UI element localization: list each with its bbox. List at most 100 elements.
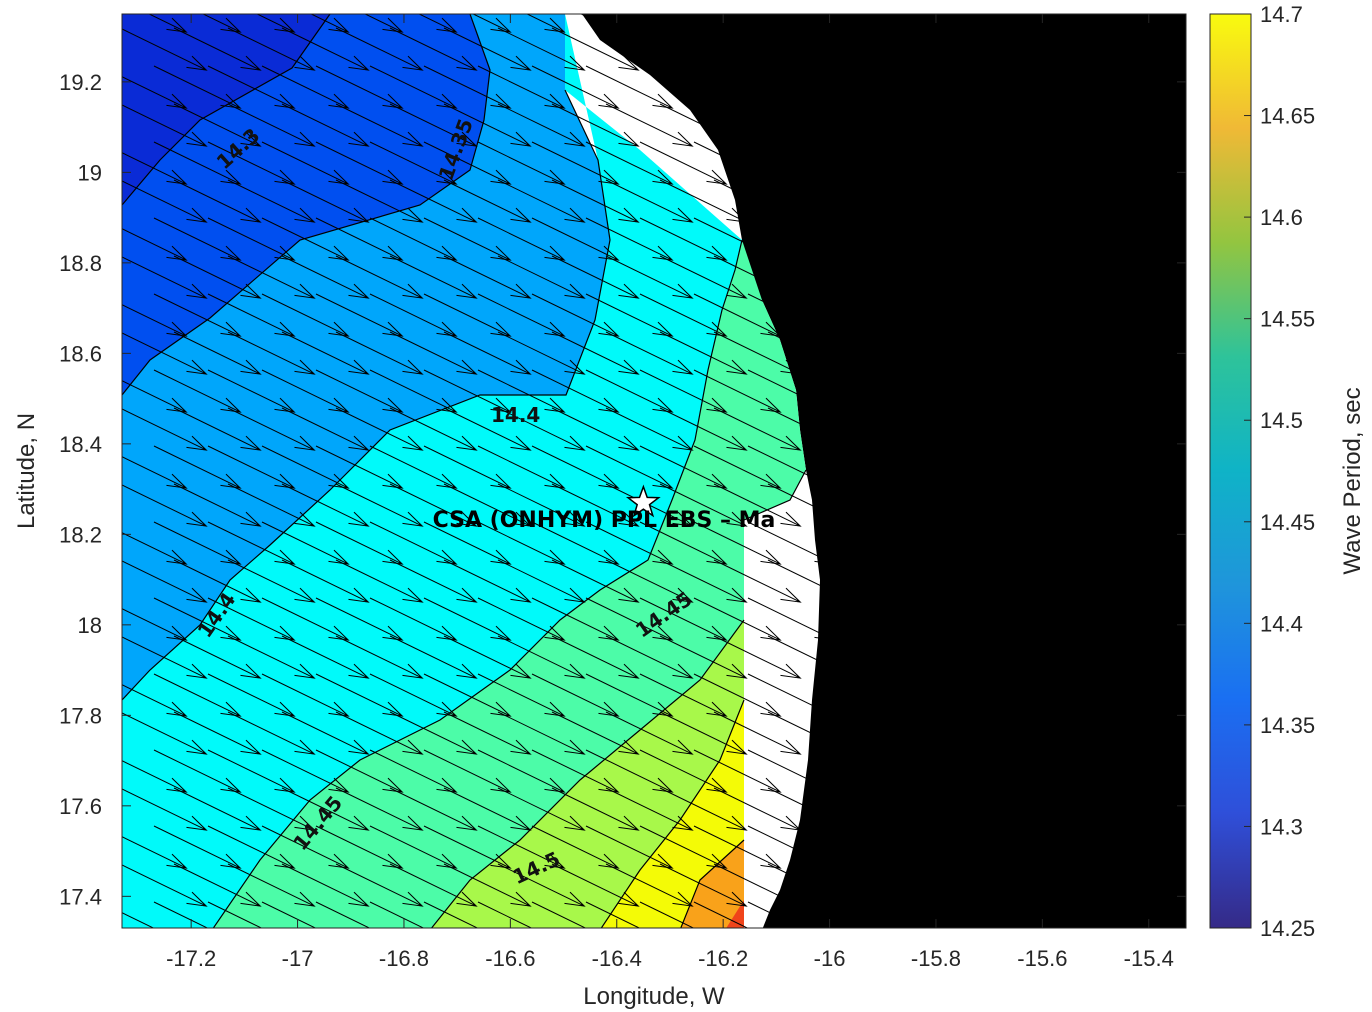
wave-vector-arrow [497,787,586,831]
wave-vector-arrow [207,597,296,641]
wave-vector-arrow [335,787,424,831]
wave-vector-arrow [173,407,262,451]
wave-vector-arrow [693,369,782,413]
wave-vector-arrow [122,864,208,907]
wave-vector-arrow [281,407,370,451]
wave-vector-arrow [747,293,836,337]
wave-vector-arrow [639,369,728,413]
wave-vector-arrow [477,217,566,261]
wave-vector-arrow [227,787,316,831]
wave-vector-arrow [389,331,478,375]
x-tick-label: -16.2 [698,946,748,971]
wave-vector-arrow [153,521,242,565]
wave-vector-arrow [122,484,208,527]
wave-vector-arrow [605,331,694,375]
wave-vector-arrow [796,14,836,33]
wave-vector-arrow [369,369,458,413]
wave-vector-arrow [497,27,586,71]
y-tick-label: 19 [78,160,102,185]
wave-vector-arrow [335,863,424,907]
wave-vector-arrow [227,863,316,907]
wave-vector-arrow [659,863,748,907]
wave-vector-arrow [580,14,620,33]
wave-vector-arrow [659,27,748,71]
plot-frame [121,13,1187,929]
wave-vector-arrow [423,673,512,717]
wave-vector-arrow [389,635,478,679]
wave-vector-arrow [605,863,694,907]
colorbar-tick-label: 14.3 [1260,814,1303,839]
wave-vector-arrow [659,787,748,831]
wave-vector-arrow [335,331,424,375]
wave-vector-arrow [173,863,262,907]
wave-vector-arrow [693,521,782,565]
wave-vector-arrow [639,445,728,489]
wave-vector-arrow [122,228,188,261]
wave-vector-arrow [531,293,620,337]
star-icon [625,484,661,518]
wave-vector-arrow [335,635,424,679]
y-tick-label: 17.8 [59,703,102,728]
x-axis-label: Longitude, W [583,983,725,1010]
wave-vector-arrow [767,559,856,603]
wave-vector-arrow [423,901,479,928]
wave-vector-arrow [531,445,620,489]
wave-vector-arrow [585,445,674,489]
wave-vector-arrow [423,825,512,869]
wave-vector-arrow [585,749,674,793]
wave-vector-arrow [634,14,674,33]
wave-vector-arrow [227,407,316,451]
wave-vector-arrow [531,825,620,869]
wave-vector-arrow [551,787,640,831]
wave-vector-arrow [423,521,512,565]
wave-vector-arrow [443,863,532,907]
wave-vector-arrow [585,521,674,565]
wave-vector-arrow [173,559,262,603]
wave-vector-arrow [122,152,188,185]
wave-vector-arrow [153,673,242,717]
wave-vector-arrow [202,14,242,33]
wave-vector-arrow [747,521,836,565]
wave-vector-arrow [659,711,748,755]
wave-vector-arrow [693,673,782,717]
wave-vector-arrow [497,103,586,147]
wave-vector-arrow [443,559,532,603]
colorbar-tick-label: 14.5 [1260,408,1303,433]
wave-vector-arrow [369,141,458,185]
wave-vector-arrow [585,141,674,185]
wave-vector-arrow [261,825,350,869]
wave-vector-arrow [173,635,262,679]
wave-vector-arrow [315,445,404,489]
wave-vector-arrow [256,14,296,33]
wave-vector-arrow [605,711,694,755]
wave-vector-arrow [713,27,802,71]
wave-vector-arrow [605,255,694,299]
wave-vector-arrow [747,749,836,793]
wave-vector-arrow [443,331,532,375]
wave-vector-arrow [173,255,262,299]
wave-vector-arrow [153,597,242,641]
wave-vector-arrow [551,331,640,375]
wave-vector-arrow [173,103,262,147]
wave-vector-arrow [335,255,424,299]
wave-vector-arrow [423,369,512,413]
wave-vector-arrow [281,27,370,71]
wave-vector-arrow [335,559,424,603]
wave-vector-arrow [423,217,512,261]
wave-vector-arrow [122,304,188,337]
contour-label: 14.4 [491,403,540,427]
wave-vector-arrow [315,673,404,717]
wave-vector-arrow [497,255,586,299]
wave-vector-arrow [713,559,802,603]
wave-vector-arrow [148,14,188,33]
x-tick-label: -17 [282,946,314,971]
wave-vector-arrow [335,179,424,223]
colorbar [1209,13,1252,929]
wave-vector-arrow [605,27,694,71]
wave-vector-arrow [207,217,296,261]
wave-vector-arrow [551,27,640,71]
wave-vector-arrow [389,103,478,147]
wave-vector-arrow [261,597,350,641]
wave-vector-arrow [315,749,404,793]
